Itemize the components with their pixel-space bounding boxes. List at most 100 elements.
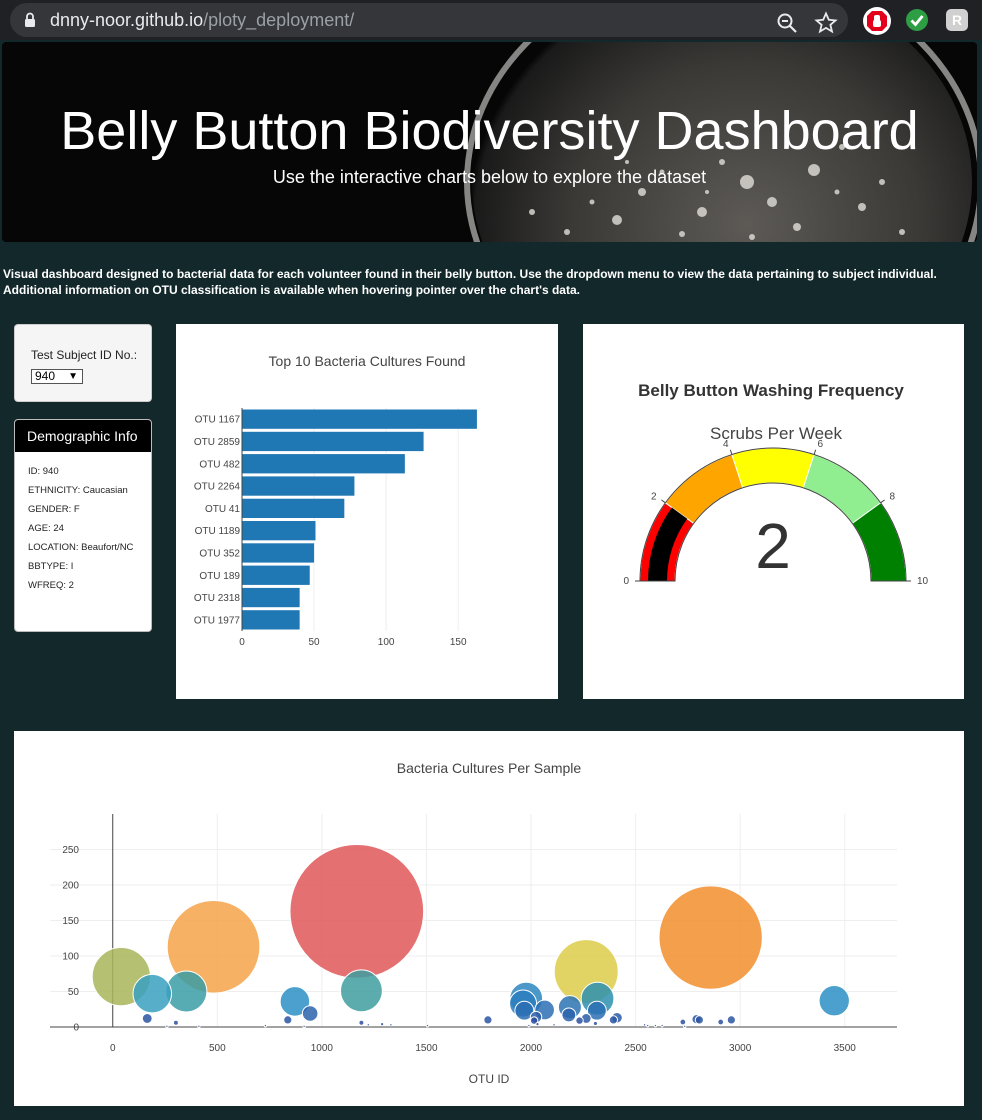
bubble-chart-panel: Bacteria Cultures Per Sample OTU ID 0 50 1… <box>14 731 964 1106</box>
bubble[interactable] <box>283 1015 293 1025</box>
bubble[interactable] <box>172 1019 179 1026</box>
bubble[interactable] <box>529 1016 539 1025</box>
bar[interactable] <box>242 587 300 608</box>
bar-category-label: OTU 2318 <box>194 593 241 604</box>
bubble-x-tick-label: 2000 <box>520 1043 543 1054</box>
check-extension-icon[interactable] <box>905 8 929 32</box>
bar-category-label: OTU 189 <box>199 571 240 582</box>
bubble-y-tick-label: 200 <box>62 881 79 892</box>
bubble-y-tick-label: 50 <box>68 987 80 998</box>
bubble[interactable] <box>263 1023 268 1028</box>
bubble[interactable] <box>389 1023 393 1027</box>
bubble[interactable] <box>527 1023 531 1028</box>
bubble-y-tick-label: 150 <box>62 916 79 927</box>
bar-x-tick-label: 100 <box>378 637 395 648</box>
bubble-chart[interactable]: Bacteria Cultures Per Sample OTU ID 0 50 1… <box>14 731 964 1106</box>
gauge-step[interactable] <box>731 447 815 489</box>
bubble[interactable] <box>653 1023 658 1028</box>
extension-r-icon[interactable]: R <box>945 8 969 32</box>
bubble[interactable] <box>561 1007 577 1023</box>
bar[interactable] <box>242 476 355 496</box>
bubble-x-tick-label: 2500 <box>624 1043 647 1054</box>
bar-x-tick-label: 150 <box>450 637 467 648</box>
bubble[interactable] <box>279 986 311 1017</box>
bar[interactable] <box>242 610 300 630</box>
bar[interactable] <box>242 565 310 585</box>
bar[interactable] <box>242 498 345 518</box>
bubble[interactable] <box>366 1023 371 1027</box>
bar[interactable] <box>242 454 405 474</box>
bubble[interactable] <box>658 885 763 990</box>
bubble[interactable] <box>608 1015 619 1025</box>
gauge-tick <box>661 499 666 504</box>
selector-label: Test Subject ID No.: <box>31 348 138 362</box>
intro-text: Visual dashboard designed to bacterial d… <box>3 267 937 297</box>
address-bar[interactable]: dnny-noor.github.io/ploty_deployment/ <box>10 3 848 37</box>
bubble[interactable] <box>141 1013 153 1024</box>
bubble[interactable] <box>289 843 425 979</box>
bar-chart[interactable]: Top 10 Bacteria Cultures Found 0 50 100 150… <box>176 324 558 699</box>
bubble[interactable] <box>646 1023 650 1028</box>
bubble[interactable] <box>535 1022 540 1027</box>
bubble[interactable] <box>132 973 173 1014</box>
page-subtitle: Use the interactive charts below to expl… <box>272 167 707 187</box>
subject-selector-card: Test Subject ID No.: 940 ▼ <box>14 324 152 402</box>
bar[interactable] <box>242 431 424 452</box>
gauge-tick-label: 2 <box>651 491 657 502</box>
demographic-panel: Demographic Info ID: 940 ETHNICITY: Cauc… <box>14 419 152 632</box>
bacteria-colonies-image <box>529 144 905 240</box>
bubble[interactable] <box>592 1020 598 1027</box>
bubble[interactable] <box>483 1015 493 1025</box>
gauge-chart[interactable]: Belly Button Washing Frequency Scrubs Pe… <box>583 324 964 699</box>
url-domain: dnny-noor.github.io <box>50 10 204 30</box>
bubble[interactable] <box>301 1005 319 1022</box>
demo-location: LOCATION: Beaufort/NC <box>28 542 134 553</box>
gauge-tick-label: 4 <box>723 439 729 450</box>
bubble[interactable] <box>166 899 261 994</box>
bar[interactable] <box>242 521 316 541</box>
bubble[interactable] <box>694 1015 704 1025</box>
bubble[interactable] <box>552 1023 556 1027</box>
bubble-x-tick-label: 500 <box>209 1043 226 1054</box>
subject-id-dropdown[interactable]: 940 ▼ <box>31 369 83 384</box>
url-text: dnny-noor.github.io/ploty_deployment/ <box>50 10 354 31</box>
bubble[interactable] <box>165 1024 169 1028</box>
bubble-chart-title: Bacteria Cultures Per Sample <box>397 760 582 776</box>
bubble[interactable] <box>683 1024 687 1028</box>
bar[interactable] <box>242 409 477 429</box>
bubble[interactable] <box>379 1022 385 1027</box>
gauge-tick-label: 10 <box>917 576 929 587</box>
bubble[interactable] <box>339 969 383 1013</box>
bar-category-label: OTU 1167 <box>195 415 241 426</box>
demo-wfreq: WFREQ: 2 <box>28 580 74 591</box>
gauge-tick <box>813 449 817 455</box>
bubble[interactable] <box>726 1015 736 1025</box>
bubble[interactable] <box>425 1023 430 1028</box>
gauge-value-bar[interactable] <box>648 507 688 581</box>
bubble-y-tick-label: 0 <box>73 1023 79 1034</box>
bubble[interactable] <box>575 1016 584 1025</box>
bar-category-label: OTU 1977 <box>194 615 241 626</box>
gauge-tick-label: 8 <box>889 491 895 502</box>
bar-x-tick-label: 50 <box>308 637 320 648</box>
gauge-outline <box>639 447 907 582</box>
bubble[interactable] <box>302 1024 306 1028</box>
bookmark-star-icon[interactable] <box>814 11 838 35</box>
bubble[interactable] <box>514 1000 535 1021</box>
bubble-x-tick-label: 3000 <box>729 1043 752 1054</box>
bubble[interactable] <box>818 985 850 1017</box>
bar-chart-panel: Top 10 Bacteria Cultures Found 0 50 100 150… <box>176 324 558 699</box>
adblock-icon[interactable] <box>862 6 892 36</box>
bubble[interactable] <box>660 1023 664 1028</box>
bubble[interactable] <box>717 1018 725 1026</box>
bubble[interactable] <box>165 970 208 1013</box>
bubble[interactable] <box>642 1023 647 1027</box>
bubble[interactable] <box>197 1024 201 1028</box>
bubble[interactable] <box>586 1000 607 1021</box>
bar[interactable] <box>242 543 315 563</box>
bar-x-tick-label: 0 <box>239 637 245 648</box>
svg-text:R: R <box>952 12 962 28</box>
bubble[interactable] <box>358 1019 365 1026</box>
bubble[interactable] <box>679 1018 687 1026</box>
zoom-icon[interactable] <box>775 11 799 35</box>
